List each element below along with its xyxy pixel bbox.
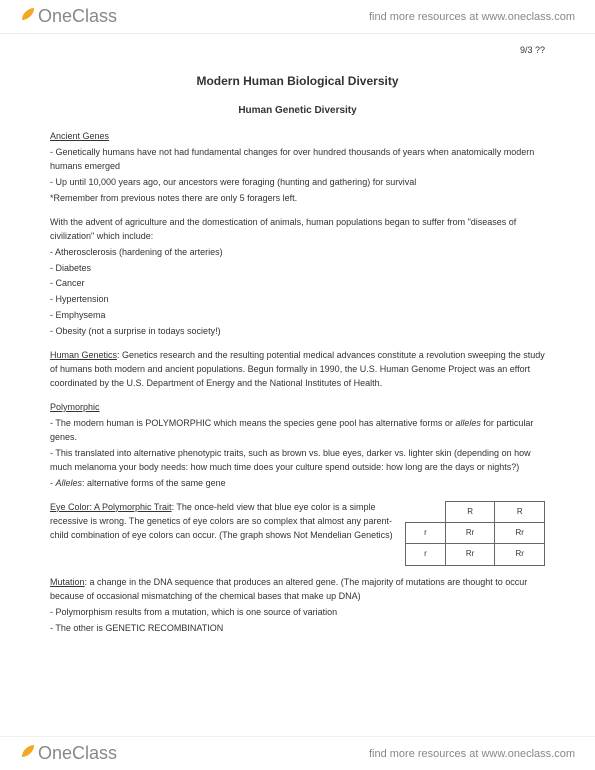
disease-item-3: - Hypertension	[50, 293, 545, 307]
punnett-table: R R r Rr Rr r Rr Rr	[405, 501, 545, 566]
poly-l3c: : alternative forms of the same gene	[82, 478, 226, 488]
punnett-c12: Rr	[495, 523, 545, 544]
footer-leaf-icon	[20, 743, 36, 764]
mutation-l2: - Polymorphism results from a mutation, …	[50, 606, 545, 620]
footer-bar: OneClass find more resources at www.onec…	[0, 736, 595, 770]
mutation-para: Mutation: a change in the DNA sequence t…	[50, 576, 545, 604]
header-bar: OneClass find more resources at www.onec…	[0, 0, 595, 34]
punnett-c22: Rr	[495, 544, 545, 565]
punnett-c21: Rr	[445, 544, 495, 565]
ancient-l2: - Up until 10,000 years ago, our ancesto…	[50, 176, 545, 190]
eye-text: Eye Color: A Polymorphic Trait: The once…	[50, 501, 393, 545]
brand-name: OneClass	[38, 6, 117, 26]
disease-item-5: - Obesity (not a surprise in todays soci…	[50, 325, 545, 339]
section-polymorphic: Polymorphic - The modern human is POLYMO…	[50, 401, 545, 491]
section-diseases: With the advent of agriculture and the d…	[50, 216, 545, 340]
diseases-intro: With the advent of agriculture and the d…	[50, 216, 545, 244]
section-mutation: Mutation: a change in the DNA sequence t…	[50, 576, 545, 636]
human-genetics-para: Human Genetics: Genetics research and th…	[50, 349, 545, 391]
eye-para: Eye Color: A Polymorphic Trait: The once…	[50, 501, 393, 543]
footer-tagline[interactable]: find more resources at www.oneclass.com	[369, 748, 575, 760]
polymorphic-head: Polymorphic	[50, 401, 545, 415]
ancient-l1: - Genetically humans have not had fundam…	[50, 146, 545, 174]
title-main: Modern Human Biological Diversity	[50, 72, 545, 91]
poly-l3b: Alleles	[56, 478, 83, 488]
punnett-c11: Rr	[445, 523, 495, 544]
punnett-left2: r	[406, 544, 446, 565]
ancient-head: Ancient Genes	[50, 130, 545, 144]
polymorphic-l1: - The modern human is POLYMORPHIC which …	[50, 417, 545, 445]
eye-head: Eye Color: A Polymorphic Trait	[50, 502, 172, 512]
mutation-body: : a change in the DNA sequence that prod…	[50, 577, 527, 601]
leaf-icon	[20, 6, 36, 27]
title-sub: Human Genetic Diversity	[50, 103, 545, 119]
poly-l1b: alleles	[455, 418, 481, 428]
footer-brand-name: OneClass	[38, 743, 117, 763]
footer-logo: OneClass	[20, 743, 117, 765]
date-corner: 9/3 ??	[50, 44, 545, 58]
polymorphic-l3: - Alleles: alternative forms of the same…	[50, 477, 545, 491]
polymorphic-l2: - This translated into alternative pheno…	[50, 447, 545, 475]
human-genetics-body: : Genetics research and the resulting po…	[50, 350, 545, 388]
punnett-top2: R	[495, 501, 545, 522]
section-eye-color: Eye Color: A Polymorphic Trait: The once…	[50, 501, 545, 566]
section-ancient: Ancient Genes - Genetically humans have …	[50, 130, 545, 206]
section-human-genetics: Human Genetics: Genetics research and th…	[50, 349, 545, 391]
disease-item-1: - Diabetes	[50, 262, 545, 276]
mutation-l3: - The other is GENETIC RECOMBINATION	[50, 622, 545, 636]
poly-l1a: - The modern human is POLYMORPHIC which …	[50, 418, 455, 428]
human-genetics-head: Human Genetics	[50, 350, 117, 360]
mutation-head: Mutation	[50, 577, 85, 587]
disease-item-4: - Emphysema	[50, 309, 545, 323]
disease-item-0: - Atherosclerosis (hardening of the arte…	[50, 246, 545, 260]
header-tagline[interactable]: find more resources at www.oneclass.com	[369, 11, 575, 23]
punnett-blank	[406, 501, 446, 522]
page-content: 9/3 ?? Modern Human Biological Diversity…	[50, 44, 545, 726]
ancient-l3: *Remember from previous notes there are …	[50, 192, 545, 206]
brand-logo: OneClass	[20, 6, 117, 28]
punnett-left1: r	[406, 523, 446, 544]
disease-item-2: - Cancer	[50, 277, 545, 291]
punnett-top1: R	[445, 501, 495, 522]
